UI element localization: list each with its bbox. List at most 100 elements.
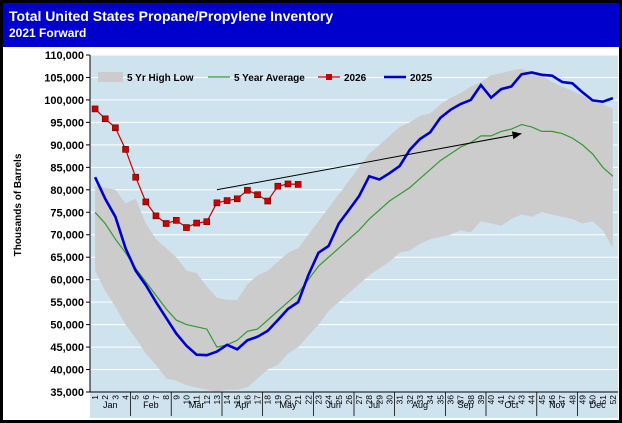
- y-tick-label: 65,000: [50, 252, 84, 264]
- legend-swatch-band: [98, 72, 123, 82]
- y-tick-label: 80,000: [50, 185, 84, 197]
- x-tick-label: 24: [324, 395, 334, 405]
- month-label: Jul: [369, 400, 381, 410]
- legend-label: 2025: [410, 73, 433, 84]
- series-point-2026: [264, 197, 271, 205]
- legend-label: 2026: [344, 73, 367, 84]
- series-points-2026: [91, 105, 302, 231]
- trend-arrow: [216, 131, 522, 191]
- x-tick-labels: 1 2 3 4 5 6 7 8 9 10 11 12 13 14 15 16 17 18 19 20 21 22 23 24 2…: [90, 395, 618, 405]
- x-tick-label: 40: [486, 395, 496, 405]
- x-tick-label: 18: [263, 395, 273, 405]
- trend-arrow-shaft: [216, 133, 522, 191]
- x-tick-label: 36: [446, 395, 456, 405]
- x-tick-label: 42: [506, 395, 516, 405]
- series-point-2026: [203, 218, 211, 226]
- series-point-2026: [244, 186, 251, 194]
- x-tick-label: 14: [222, 395, 232, 405]
- x-tick-label: 35: [435, 395, 445, 405]
- x-tick-label: 3: [110, 395, 120, 400]
- x-tick-label: 31: [395, 395, 405, 405]
- y-tick-label: 50,000: [50, 320, 84, 332]
- x-tick-label: 9: [171, 395, 181, 400]
- legend: 5 Yr High Low 5 Year Average 2026 2025: [98, 72, 433, 84]
- month-label: May: [279, 400, 297, 410]
- x-tick-label: 45: [537, 395, 547, 405]
- x-tick-label: 34: [425, 395, 435, 405]
- band-high-low: [95, 68, 613, 392]
- series-point-2026: [152, 212, 160, 220]
- month-label: Oct: [504, 400, 519, 410]
- legend-swatch-marker: [326, 74, 332, 80]
- series-point-2026: [183, 224, 190, 231]
- series-point-2026: [112, 124, 119, 132]
- month-label: Aug: [412, 400, 428, 410]
- x-tick-label: 37: [456, 395, 466, 405]
- y-tick-label: 85,000: [50, 162, 84, 174]
- legend-label: 5 Yr High Low: [127, 73, 194, 84]
- series-point-2026: [132, 173, 139, 181]
- y-tick-label: 100,000: [44, 95, 84, 107]
- series-line-5yr-average: [94, 123, 614, 348]
- y-tick-label: 110,000: [45, 50, 84, 62]
- x-tick-label: 6: [141, 395, 151, 400]
- y-tick-labels: 35,000 40,000 45,000 50,000 55,000 60,000 65,0…: [44, 50, 84, 399]
- x-tick-label: 25: [334, 395, 344, 405]
- x-tick-label: 10: [182, 395, 192, 405]
- series-point-2026: [254, 191, 261, 199]
- x-tick-label: 19: [273, 395, 283, 405]
- y-tick-label: 35,000: [50, 387, 84, 399]
- y-tick-label: 55,000: [50, 297, 84, 309]
- month-label: Apr: [235, 400, 249, 410]
- x-tick-label: 32: [405, 395, 415, 405]
- series-point-2026: [213, 199, 221, 207]
- x-tick-label: 13: [212, 395, 222, 405]
- x-tick-label: 2: [100, 395, 110, 400]
- x-tick-label: 44: [527, 395, 537, 405]
- legend-label: 5 Year Average: [234, 73, 305, 84]
- x-tick-label: 47: [557, 395, 567, 405]
- x-tick-label: 17: [253, 395, 263, 405]
- series-point-2026: [162, 220, 170, 227]
- series-point-2026: [91, 105, 99, 113]
- x-tick-label: 43: [517, 395, 527, 405]
- x-tick-label: 26: [344, 395, 354, 405]
- series-point-2026: [173, 217, 180, 224]
- month-label: Feb: [143, 400, 159, 410]
- x-tick-label: 4: [121, 395, 131, 400]
- x-tick-label: 48: [567, 395, 577, 405]
- y-tick-label: 105,000: [44, 72, 84, 84]
- x-tick-label: 7: [151, 395, 161, 400]
- x-tick-label: 38: [466, 395, 476, 405]
- x-tick-label: 50: [588, 395, 598, 405]
- series-point-2026: [223, 197, 231, 204]
- month-label: Nov: [549, 400, 566, 410]
- x-tick-label: 49: [578, 395, 588, 405]
- x-tick-label: 11: [192, 395, 202, 404]
- series-point-2026: [233, 195, 241, 203]
- chart-title: Total United States Propane/Propylene In…: [9, 8, 333, 24]
- x-tick-label: 41: [496, 395, 506, 405]
- x-tick-label: 8: [161, 395, 171, 400]
- month-label: Jan: [103, 400, 118, 410]
- x-tick-label: 27: [354, 395, 364, 405]
- x-tick-label: 23: [314, 395, 324, 405]
- x-tick-label: 1: [90, 395, 100, 400]
- month-label: Mar: [189, 400, 205, 410]
- x-tick-label: 21: [293, 395, 303, 405]
- month-label: Sep: [458, 400, 474, 410]
- y-tick-label: 45,000: [50, 342, 84, 354]
- series-point-2026: [284, 180, 292, 188]
- x-tick-label: 15: [232, 395, 242, 405]
- trend-arrow-head: [511, 131, 522, 140]
- series-point-2026: [142, 198, 150, 206]
- y-tick-label: 70,000: [50, 230, 84, 242]
- y-tick-label: 60,000: [50, 275, 84, 287]
- x-tick-label: 39: [476, 395, 486, 405]
- x-tick-label: 12: [202, 395, 212, 405]
- y-tick-label: 40,000: [50, 365, 84, 377]
- y-axis-label: Thousands of Barrels: [13, 153, 24, 256]
- y-tick-label: 90,000: [50, 140, 84, 152]
- x-tick-label: 20: [283, 395, 293, 405]
